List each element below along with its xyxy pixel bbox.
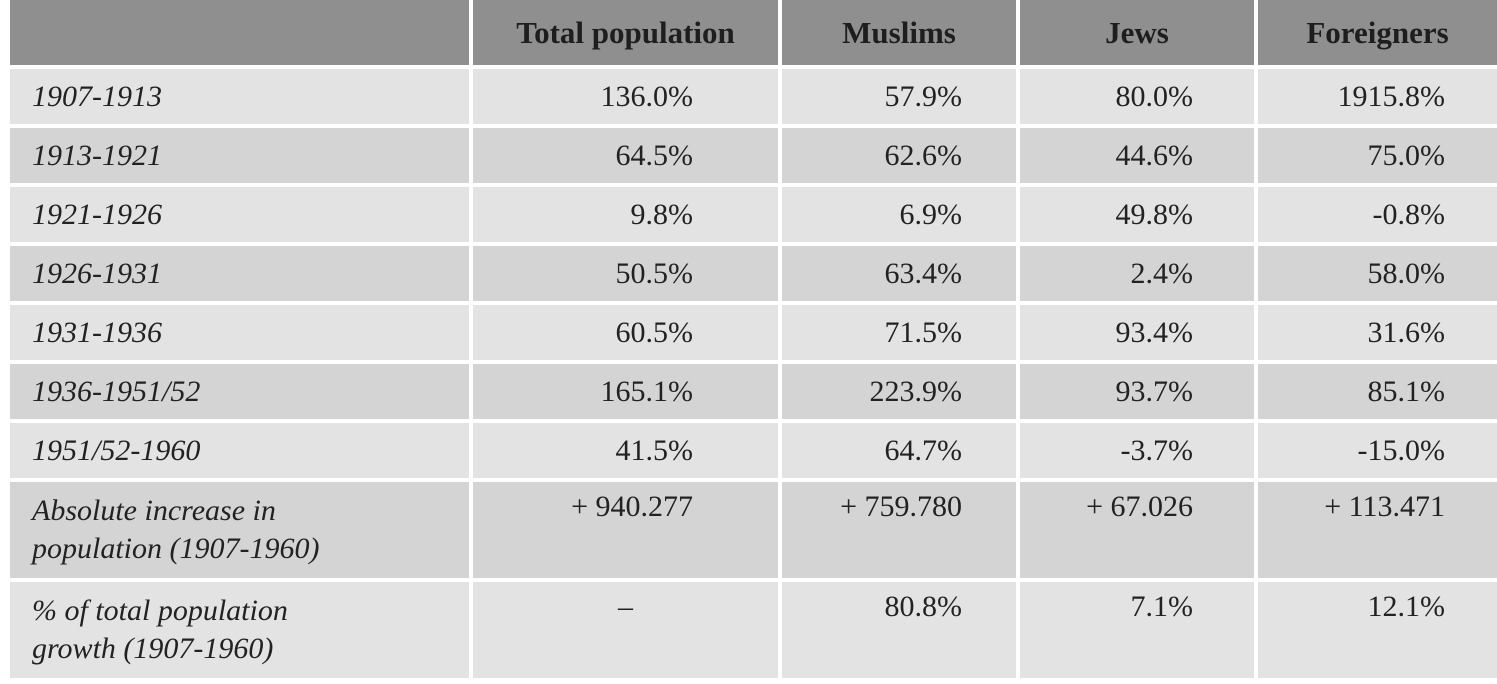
header-total-population: Total population [473,0,782,69]
header-row: Total population Muslims Jews Foreigners [10,0,1497,69]
jews-cell: -3.7% [1020,423,1258,482]
jews-cell: 80.0% [1020,69,1258,128]
foreigners-cell: 85.1% [1258,364,1497,423]
muslims-cell: 6.9% [782,187,1020,246]
header-period [10,0,473,69]
table-row: 1921-1926 9.8% 6.9% 49.8% -0.8% [10,187,1497,246]
muslims-cell: 62.6% [782,128,1020,187]
foreigners-cell: 1915.8% [1258,69,1497,128]
absolute-increase-label-line1: Absolute increase in [32,494,276,527]
muslims-cell: 80.8% [782,582,1020,678]
total-cell: 165.1% [473,364,782,423]
period-cell: 1931-1936 [10,305,473,364]
header-jews: Jews [1020,0,1258,69]
jews-cell: 93.4% [1020,305,1258,364]
table-row: 1931-1936 60.5% 71.5% 93.4% 31.6% [10,305,1497,364]
jews-cell: 93.7% [1020,364,1258,423]
table-row: 1913-1921 64.5% 62.6% 44.6% 75.0% [10,128,1497,187]
period-cell: 1951/52-1960 [10,423,473,482]
total-cell: + 940.277 [473,482,782,582]
period-cell: 1907-1913 [10,69,473,128]
table-row: 1907-1913 136.0% 57.9% 80.0% 1915.8% [10,69,1497,128]
foreigners-cell: + 113.471 [1258,482,1497,582]
foreigners-cell: 12.1% [1258,582,1497,678]
absolute-increase-label: Absolute increase in population (1907-19… [10,482,473,582]
period-cell: 1921-1926 [10,187,473,246]
total-cell: 41.5% [473,423,782,482]
total-cell: – [473,582,782,678]
jews-cell: 44.6% [1020,128,1258,187]
foreigners-cell: -0.8% [1258,187,1497,246]
total-cell: 60.5% [473,305,782,364]
absolute-increase-label-line2: population (1907-1960) [32,532,320,565]
total-cell: 64.5% [473,128,782,187]
total-cell: 50.5% [473,246,782,305]
jews-cell: + 67.026 [1020,482,1258,582]
muslims-cell: 57.9% [782,69,1020,128]
period-cell: 1913-1921 [10,128,473,187]
jews-cell: 7.1% [1020,582,1258,678]
jews-cell: 49.8% [1020,187,1258,246]
table-row: 1951/52-1960 41.5% 64.7% -3.7% -15.0% [10,423,1497,482]
total-cell: 136.0% [473,69,782,128]
header-foreigners: Foreigners [1258,0,1497,69]
jews-cell: 2.4% [1020,246,1258,305]
muslims-cell: 223.9% [782,364,1020,423]
period-cell: 1926-1931 [10,246,473,305]
table-row: 1936-1951/52 165.1% 223.9% 93.7% 85.1% [10,364,1497,423]
absolute-increase-row: Absolute increase in population (1907-19… [10,482,1497,582]
foreigners-cell: 31.6% [1258,305,1497,364]
period-cell: 1936-1951/52 [10,364,473,423]
muslims-cell: 63.4% [782,246,1020,305]
population-growth-table: Total population Muslims Jews Foreigners… [10,0,1497,678]
share-of-growth-row: % of total population growth (1907-1960)… [10,582,1497,678]
share-of-growth-label-line2: growth (1907-1960) [32,632,274,665]
share-of-growth-label: % of total population growth (1907-1960) [10,582,473,678]
table-row: 1926-1931 50.5% 63.4% 2.4% 58.0% [10,246,1497,305]
header-muslims: Muslims [782,0,1020,69]
muslims-cell: 71.5% [782,305,1020,364]
foreigners-cell: 58.0% [1258,246,1497,305]
foreigners-cell: -15.0% [1258,423,1497,482]
muslims-cell: 64.7% [782,423,1020,482]
foreigners-cell: 75.0% [1258,128,1497,187]
share-of-growth-label-line1: % of total population [32,594,288,627]
total-cell: 9.8% [473,187,782,246]
muslims-cell: + 759.780 [782,482,1020,582]
